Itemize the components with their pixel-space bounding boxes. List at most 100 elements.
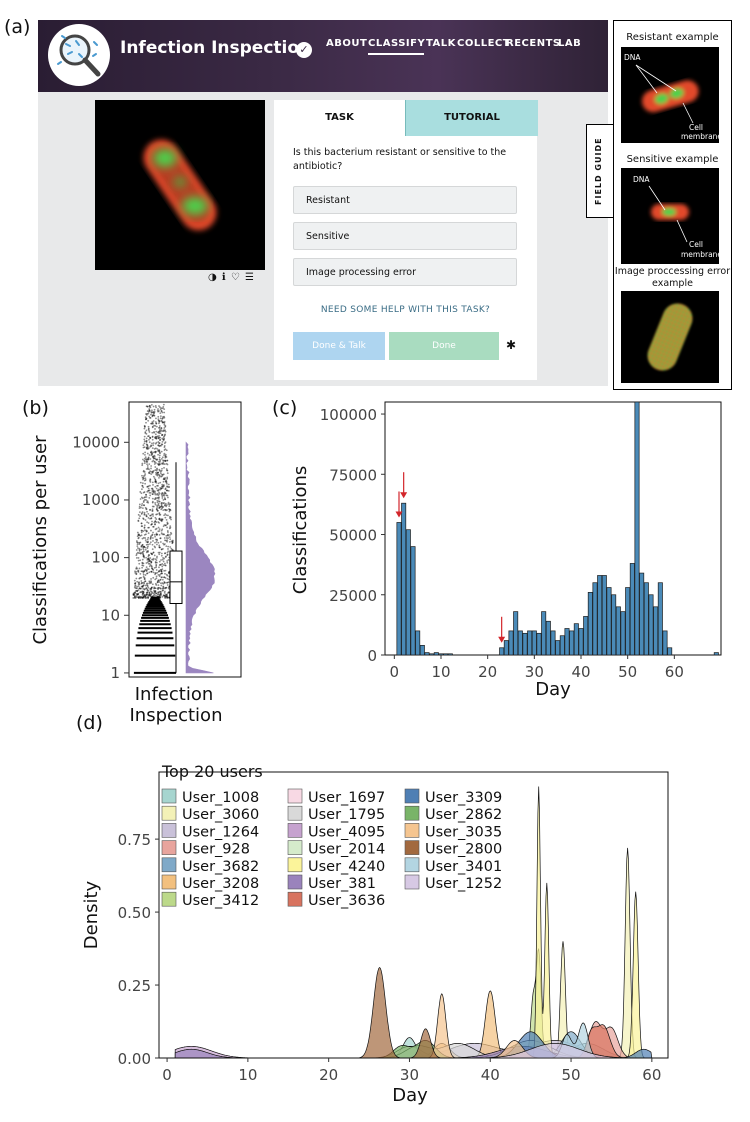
chart-b-point <box>160 587 162 590</box>
chart-b-point <box>144 568 147 571</box>
chart-b-point <box>161 587 164 590</box>
chart-b-point <box>145 529 148 532</box>
nav-classify[interactable]: CLASSIFY <box>368 38 426 49</box>
chart-b-point <box>164 480 167 483</box>
chart-b-point <box>158 517 161 520</box>
chart-b-point <box>151 431 154 434</box>
chart-b-point <box>143 440 146 443</box>
chart-b-point <box>157 484 159 487</box>
answer-resistant-button[interactable]: Resistant <box>293 186 517 214</box>
chart-b-point <box>151 501 154 504</box>
chart-b-point <box>157 444 160 447</box>
chart-b-point <box>142 590 144 593</box>
chart-b-point <box>141 525 144 528</box>
chart-b-point <box>164 488 167 491</box>
nav-lab[interactable]: LAB <box>558 38 582 49</box>
chart-b-point <box>149 508 152 511</box>
chart-b-point <box>167 489 170 492</box>
chart-b-point <box>167 586 170 589</box>
chart-b-point <box>151 513 153 516</box>
chart-b-point <box>164 593 167 596</box>
chart-b-point <box>151 436 154 438</box>
chart-b-point <box>169 546 172 548</box>
chart-b-point <box>161 430 164 433</box>
chart-b-point <box>150 588 153 591</box>
chart-b-point <box>145 468 148 470</box>
chart-b-point <box>164 572 166 575</box>
chart-b-point <box>155 462 157 464</box>
chart-b-point <box>154 498 157 500</box>
chart-b-point <box>163 442 166 445</box>
chart-d-xtick-label: 40 <box>481 1066 500 1084</box>
tab-tutorial[interactable]: TUTORIAL <box>405 100 538 136</box>
chart-b-point <box>160 469 163 472</box>
chart-c-bar <box>592 582 598 656</box>
chart-b-point <box>164 453 167 456</box>
nav-recents[interactable]: RECENTS <box>506 38 561 49</box>
chart-b-point <box>148 468 150 471</box>
chart-b-point <box>143 471 146 473</box>
chart-b-point <box>148 565 151 568</box>
chart-b-point <box>145 556 148 559</box>
chart-b-point <box>153 424 155 427</box>
chart-b-point <box>150 587 152 590</box>
chart-b-point <box>144 580 147 583</box>
chart-b-point <box>137 537 140 540</box>
subject-toolbar-icons[interactable]: ◑ ℹ ♡ ☰ <box>208 272 255 283</box>
chart-b-point <box>161 578 164 581</box>
chart-b-point <box>161 533 164 536</box>
chart-b-point <box>158 593 161 596</box>
field-guide-tab[interactable]: FIELD GUIDE <box>586 124 616 218</box>
chart-b-frame <box>128 401 242 678</box>
magnifier-logo-icon[interactable] <box>48 24 110 86</box>
nav-collect[interactable]: COLLECT <box>457 38 511 49</box>
chart-b-point <box>151 595 154 598</box>
chart-b-point <box>152 475 155 478</box>
chart-b-point <box>143 527 146 529</box>
chart-b-point <box>148 479 151 482</box>
subject-image[interactable] <box>95 100 265 270</box>
chart-b-point <box>134 585 136 588</box>
chart-b-point <box>156 555 158 558</box>
chart-b-point <box>142 477 145 480</box>
chart-b-point <box>150 451 152 454</box>
settings-gear-icon[interactable]: ✱ <box>506 338 517 352</box>
chart-b-point <box>166 596 169 599</box>
chart-b-point <box>168 536 171 539</box>
done-button[interactable]: Done <box>389 332 499 360</box>
chart-b-point <box>166 581 168 584</box>
chart-b-point <box>148 408 151 410</box>
chart-b-point <box>154 503 157 506</box>
chart-b-point <box>143 594 146 597</box>
chart-b-point <box>169 531 172 534</box>
project-title[interactable]: Infection Inspection <box>120 38 312 58</box>
chart-b-point <box>155 437 158 440</box>
chart-b-point <box>161 492 164 495</box>
chart-b-point <box>162 421 164 424</box>
chart-b-point <box>164 492 167 495</box>
done-and-talk-button[interactable]: Done & Talk <box>293 332 385 360</box>
chart-b-point <box>164 487 167 490</box>
chart-b-point <box>159 579 162 581</box>
nav-about[interactable]: ABOUT <box>326 38 368 49</box>
chart-b-point <box>148 558 150 561</box>
chart-c-xtick-label: 60 <box>665 663 684 681</box>
chart-d: 0.00 0.25 0.50 0.75 0 10 20 30 40 50 60 Top 20 use… <box>81 762 669 1106</box>
chart-c-bar <box>536 632 542 656</box>
tab-task[interactable]: TASK <box>274 100 405 136</box>
help-link[interactable]: NEED SOME HELP WITH THIS TASK? <box>320 305 491 315</box>
chart-b-point <box>142 446 145 449</box>
chart-b-point <box>147 489 150 492</box>
chart-b-point <box>142 575 145 578</box>
answer-sensitive-button[interactable]: Sensitive <box>293 222 517 250</box>
chart-b-point <box>146 463 148 466</box>
chart-c-bar <box>597 575 603 656</box>
chart-b-point <box>159 417 162 420</box>
chart-b-point <box>133 594 136 597</box>
nav-talk[interactable]: TALK <box>426 38 456 49</box>
chart-b-point <box>163 576 166 579</box>
chart-b-point <box>154 597 157 599</box>
answer-error-button[interactable]: Image processing error <box>293 258 517 286</box>
chart-b-point <box>150 570 153 573</box>
chart-b-point <box>158 431 161 433</box>
